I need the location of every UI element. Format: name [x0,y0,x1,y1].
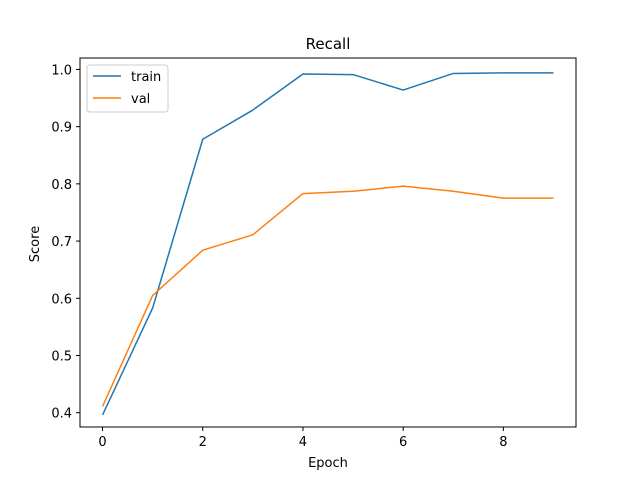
y-tick-label: 1.0 [51,63,72,78]
y-tick-label: 0.8 [51,178,72,193]
legend-label-train: train [131,70,161,85]
x-tick-label: 6 [399,435,407,450]
axes-frame [79,57,577,428]
legend: train val [86,64,169,113]
y-tick-label: 0.5 [51,349,72,364]
y-tick-label: 0.9 [51,121,72,136]
x-tick-label: 0 [98,435,106,450]
x-tick-label: 4 [299,435,307,450]
y-tick-label: 0.7 [51,235,72,250]
series-lines [101,72,554,416]
chart-title: Recall [306,35,351,53]
y-tick-label: 0.4 [51,407,72,422]
series-line-val [101,185,554,407]
axes-ticks: 0 2 4 6 8 0.4 0.5 0.6 0.7 0.8 0.9 1.0 [51,63,507,450]
x-tick-label: 2 [199,435,207,450]
legend-label-val: val [131,92,150,107]
y-axis-label: Score [28,226,43,262]
x-axis-label: Epoch [308,456,348,471]
y-tick-label: 0.6 [51,292,72,307]
series-line-train [101,72,554,416]
x-tick-label: 8 [499,435,507,450]
